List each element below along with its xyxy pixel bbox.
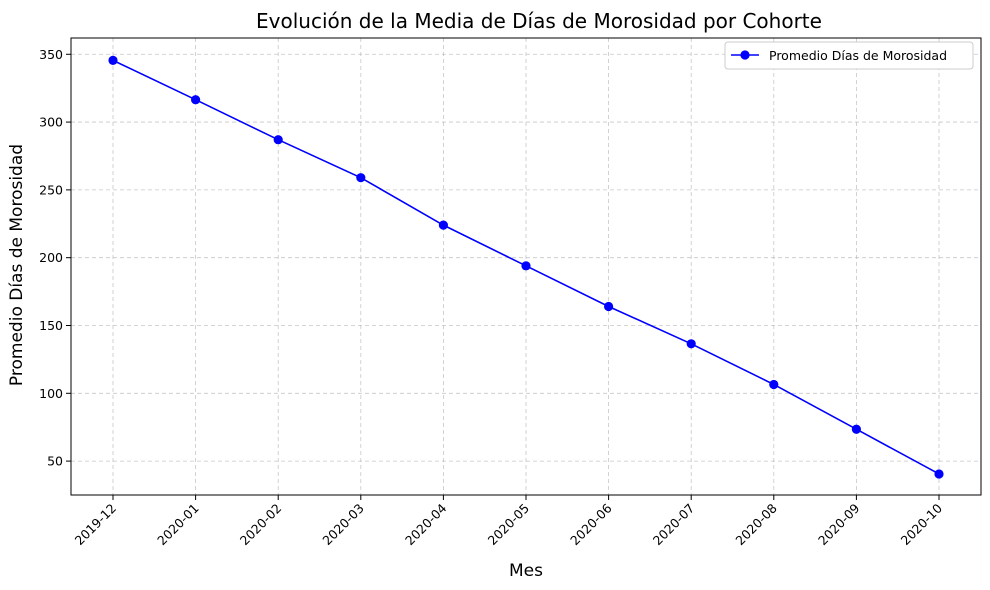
- data-point: [934, 469, 944, 479]
- y-tick-label: 300: [39, 115, 63, 130]
- grid: [71, 38, 981, 495]
- x-tick-label: 2020-02: [237, 501, 285, 549]
- data-point: [438, 220, 448, 230]
- data-point: [521, 261, 531, 271]
- x-tick-label: 2020-08: [732, 500, 780, 548]
- legend-box: [724, 41, 974, 70]
- legend-label: Promedio Días de Morosidad: [769, 48, 947, 63]
- legend-marker: [740, 50, 750, 60]
- x-tick-label: 2020-04: [402, 500, 450, 548]
- data-point: [686, 339, 696, 349]
- y-tick-label: 50: [47, 454, 63, 469]
- x-tick-label: 2020-01: [154, 501, 202, 549]
- y-tick-label: 100: [39, 386, 63, 401]
- data-point: [273, 135, 283, 145]
- data-point: [604, 301, 614, 312]
- y-tick-label: 200: [39, 250, 63, 265]
- data-point: [851, 424, 862, 434]
- series-layer: [108, 55, 944, 479]
- y-tick-label: 150: [39, 318, 63, 333]
- x-tick-label: 2020-10: [898, 500, 946, 548]
- chart-title: Evolución de la Media de Días de Morosid…: [256, 9, 822, 33]
- x-axis: 2019-12 2020-01 2020-02 2020-03 2020-04 2020-…: [72, 495, 946, 549]
- x-axis-label: Mes: [509, 561, 543, 581]
- data-point: [769, 379, 779, 390]
- data-point: [191, 95, 201, 105]
- data-point: [356, 173, 366, 183]
- x-tick-label: 2020-05: [485, 501, 533, 549]
- data-point: [108, 55, 118, 65]
- x-tick-label: 2019-12: [72, 501, 120, 549]
- x-tick-label: 2020-07: [650, 501, 698, 549]
- y-axis: 50 100 150 200 250 300 350: [39, 47, 71, 469]
- y-tick-label: 350: [39, 47, 63, 62]
- x-tick-label: 2020-09: [815, 500, 863, 548]
- legend: Promedio Días de Morosidad: [724, 41, 974, 70]
- x-tick-label: 2020-03: [319, 501, 367, 549]
- y-tick-label: 250: [39, 182, 63, 197]
- y-axis-label: Promedio Días de Morosidad: [7, 144, 27, 386]
- x-tick-label: 2020-06: [567, 500, 615, 548]
